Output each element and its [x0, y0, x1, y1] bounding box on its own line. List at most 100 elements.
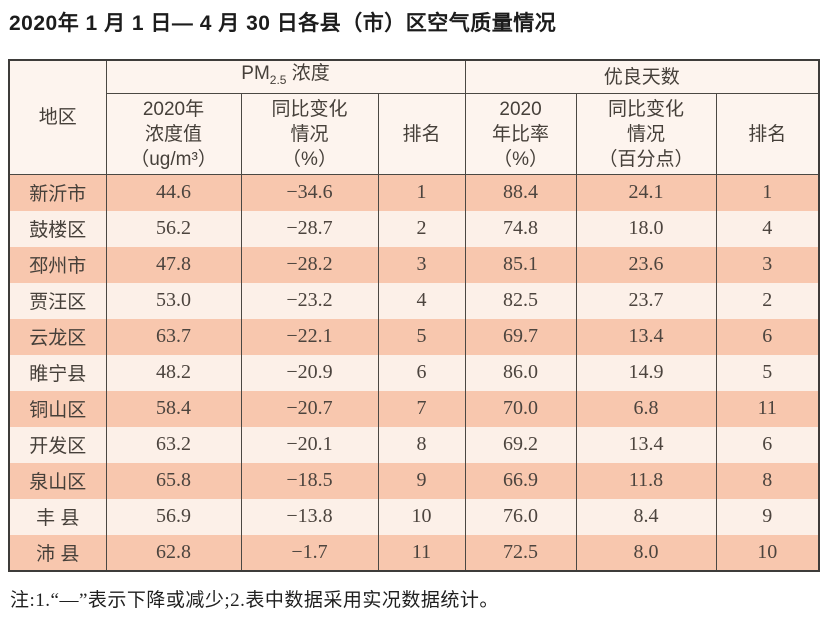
- pm-change-cell: −28.2: [240, 246, 379, 283]
- pm-rank-cell: 7: [377, 390, 466, 427]
- footnote: 注:1.“—”表示下降或减少;2.表中数据采用实况数据统计。: [10, 589, 499, 611]
- good-rank-cell: 6: [715, 426, 820, 463]
- good-rank-cell: 11: [715, 390, 820, 427]
- pm-change-cell: −28.7: [240, 210, 379, 247]
- table-row: 开发区 63.2 −20.1 8 69.2 13.4 6: [8, 426, 820, 463]
- good-rank-cell: 8: [715, 462, 820, 499]
- good-rate-cell: 66.9: [464, 462, 577, 499]
- good-rate-cell: 82.5: [464, 282, 577, 319]
- good-change-cell: 23.7: [575, 282, 717, 319]
- good-rate-cell: 86.0: [464, 354, 577, 391]
- pm-rank-cell: 2: [377, 210, 466, 247]
- pm-label-subscript: 2.5: [269, 73, 287, 87]
- pm-value-cell: 65.8: [105, 462, 242, 499]
- pm-rank-cell: 3: [377, 246, 466, 283]
- column-header-good-rate: 2020 年比率 （%）: [464, 93, 577, 175]
- good-rank-cell: 1: [715, 174, 820, 211]
- table-row: 新沂市 44.6 −34.6 1 88.4 24.1 1: [8, 174, 820, 211]
- region-cell: 贾汪区: [8, 282, 107, 319]
- table-header: 地区 PM2.5 浓度 优良天数 2020年 浓度值 （ug/m³） 同比变化 …: [8, 60, 820, 175]
- pm-rank-cell: 10: [377, 498, 466, 535]
- group-header-pm25: PM2.5 浓度: [105, 60, 466, 94]
- good-rate-cell: 70.0: [464, 390, 577, 427]
- table-row: 铜山区 58.4 −20.7 7 70.0 6.8 11: [8, 390, 820, 427]
- pm-rank-cell: 9: [377, 462, 466, 499]
- pm-value-cell: 44.6: [105, 174, 242, 211]
- header-group-row: 地区 PM2.5 浓度 优良天数: [8, 60, 820, 175]
- region-cell: 新沂市: [8, 174, 107, 211]
- pm-value-cell: 56.2: [105, 210, 242, 247]
- pm-value-cell: 53.0: [105, 282, 242, 319]
- column-header-good-change: 同比变化 情况 （百分点）: [575, 93, 717, 175]
- pm-change-cell: −1.7: [240, 534, 379, 571]
- column-header-good-rank: 排名: [715, 93, 820, 175]
- pm-label-suffix: 浓度: [286, 63, 330, 84]
- good-rate-cell: 85.1: [464, 246, 577, 283]
- pm-rank-cell: 4: [377, 282, 466, 319]
- table-row: 沛 县 62.8 −1.7 11 72.5 8.0 10: [8, 534, 820, 571]
- good-change-cell: 8.0: [575, 534, 717, 571]
- good-change-cell: 24.1: [575, 174, 717, 211]
- pm-value-cell: 63.7: [105, 318, 242, 355]
- good-change-cell: 23.6: [575, 246, 717, 283]
- column-header-pm-value: 2020年 浓度值 （ug/m³）: [105, 93, 242, 175]
- pm-rank-cell: 6: [377, 354, 466, 391]
- good-change-cell: 14.9: [575, 354, 717, 391]
- pm-value-cell: 47.8: [105, 246, 242, 283]
- good-change-cell: 13.4: [575, 318, 717, 355]
- table-row: 邳州市 47.8 −28.2 3 85.1 23.6 3: [8, 246, 820, 283]
- good-change-cell: 11.8: [575, 462, 717, 499]
- column-header-pm-rank: 排名: [377, 93, 466, 175]
- pm-change-cell: −18.5: [240, 462, 379, 499]
- pm-change-cell: −34.6: [240, 174, 379, 211]
- pm-label-prefix: PM: [241, 63, 270, 84]
- good-change-cell: 6.8: [575, 390, 717, 427]
- good-change-cell: 8.4: [575, 498, 717, 535]
- pm-value-cell: 62.8: [105, 534, 242, 571]
- pm-change-cell: −13.8: [240, 498, 379, 535]
- good-rate-cell: 76.0: [464, 498, 577, 535]
- table-row: 云龙区 63.7 −22.1 5 69.7 13.4 6: [8, 318, 820, 355]
- good-rank-cell: 10: [715, 534, 820, 571]
- good-rate-cell: 69.7: [464, 318, 577, 355]
- column-header-pm-change: 同比变化 情况 （%）: [240, 93, 379, 175]
- region-cell: 沛 县: [8, 534, 107, 571]
- good-rate-cell: 74.8: [464, 210, 577, 247]
- region-cell: 泉山区: [8, 462, 107, 499]
- pm-value-cell: 56.9: [105, 498, 242, 535]
- region-cell: 丰 县: [8, 498, 107, 535]
- good-change-cell: 18.0: [575, 210, 717, 247]
- group-header-good-days: 优良天数: [464, 60, 820, 94]
- good-rank-cell: 9: [715, 498, 820, 535]
- pm-change-cell: −20.7: [240, 390, 379, 427]
- good-rank-cell: 3: [715, 246, 820, 283]
- region-cell: 云龙区: [8, 318, 107, 355]
- air-quality-table: 地区 PM2.5 浓度 优良天数 2020年 浓度值 （ug/m³） 同比变化 …: [8, 59, 821, 572]
- table-row: 鼓楼区 56.2 −28.7 2 74.8 18.0 4: [8, 210, 820, 247]
- header-sub-row: 2020年 浓度值 （ug/m³） 同比变化 情况 （%） 排名 2020 年比…: [9, 93, 820, 175]
- pm-change-cell: −20.9: [240, 354, 379, 391]
- region-cell: 邳州市: [8, 246, 107, 283]
- pm-change-cell: −20.1: [240, 426, 379, 463]
- good-rate-cell: 69.2: [464, 426, 577, 463]
- good-change-cell: 13.4: [575, 426, 717, 463]
- region-cell: 鼓楼区: [8, 210, 107, 247]
- pm-change-cell: −23.2: [240, 282, 379, 319]
- good-rank-cell: 4: [715, 210, 820, 247]
- good-rate-cell: 88.4: [464, 174, 577, 211]
- pm-value-cell: 63.2: [105, 426, 242, 463]
- page-title: 2020年 1 月 1 日— 4 月 30 日各县（市）区空气质量情况: [9, 12, 557, 35]
- table-row: 睢宁县 48.2 −20.9 6 86.0 14.9 5: [8, 354, 820, 391]
- table-row: 丰 县 56.9 −13.8 10 76.0 8.4 9: [8, 498, 820, 535]
- pm-rank-cell: 11: [377, 534, 466, 571]
- region-cell: 开发区: [8, 426, 107, 463]
- column-header-region: 地区: [8, 60, 107, 175]
- pm-value-cell: 58.4: [105, 390, 242, 427]
- region-cell: 睢宁县: [8, 354, 107, 391]
- good-rank-cell: 5: [715, 354, 820, 391]
- table-row: 泉山区 65.8 −18.5 9 66.9 11.8 8: [8, 462, 820, 499]
- table-row: 贾汪区 53.0 −23.2 4 82.5 23.7 2: [8, 282, 820, 319]
- good-rank-cell: 6: [715, 318, 820, 355]
- region-cell: 铜山区: [8, 390, 107, 427]
